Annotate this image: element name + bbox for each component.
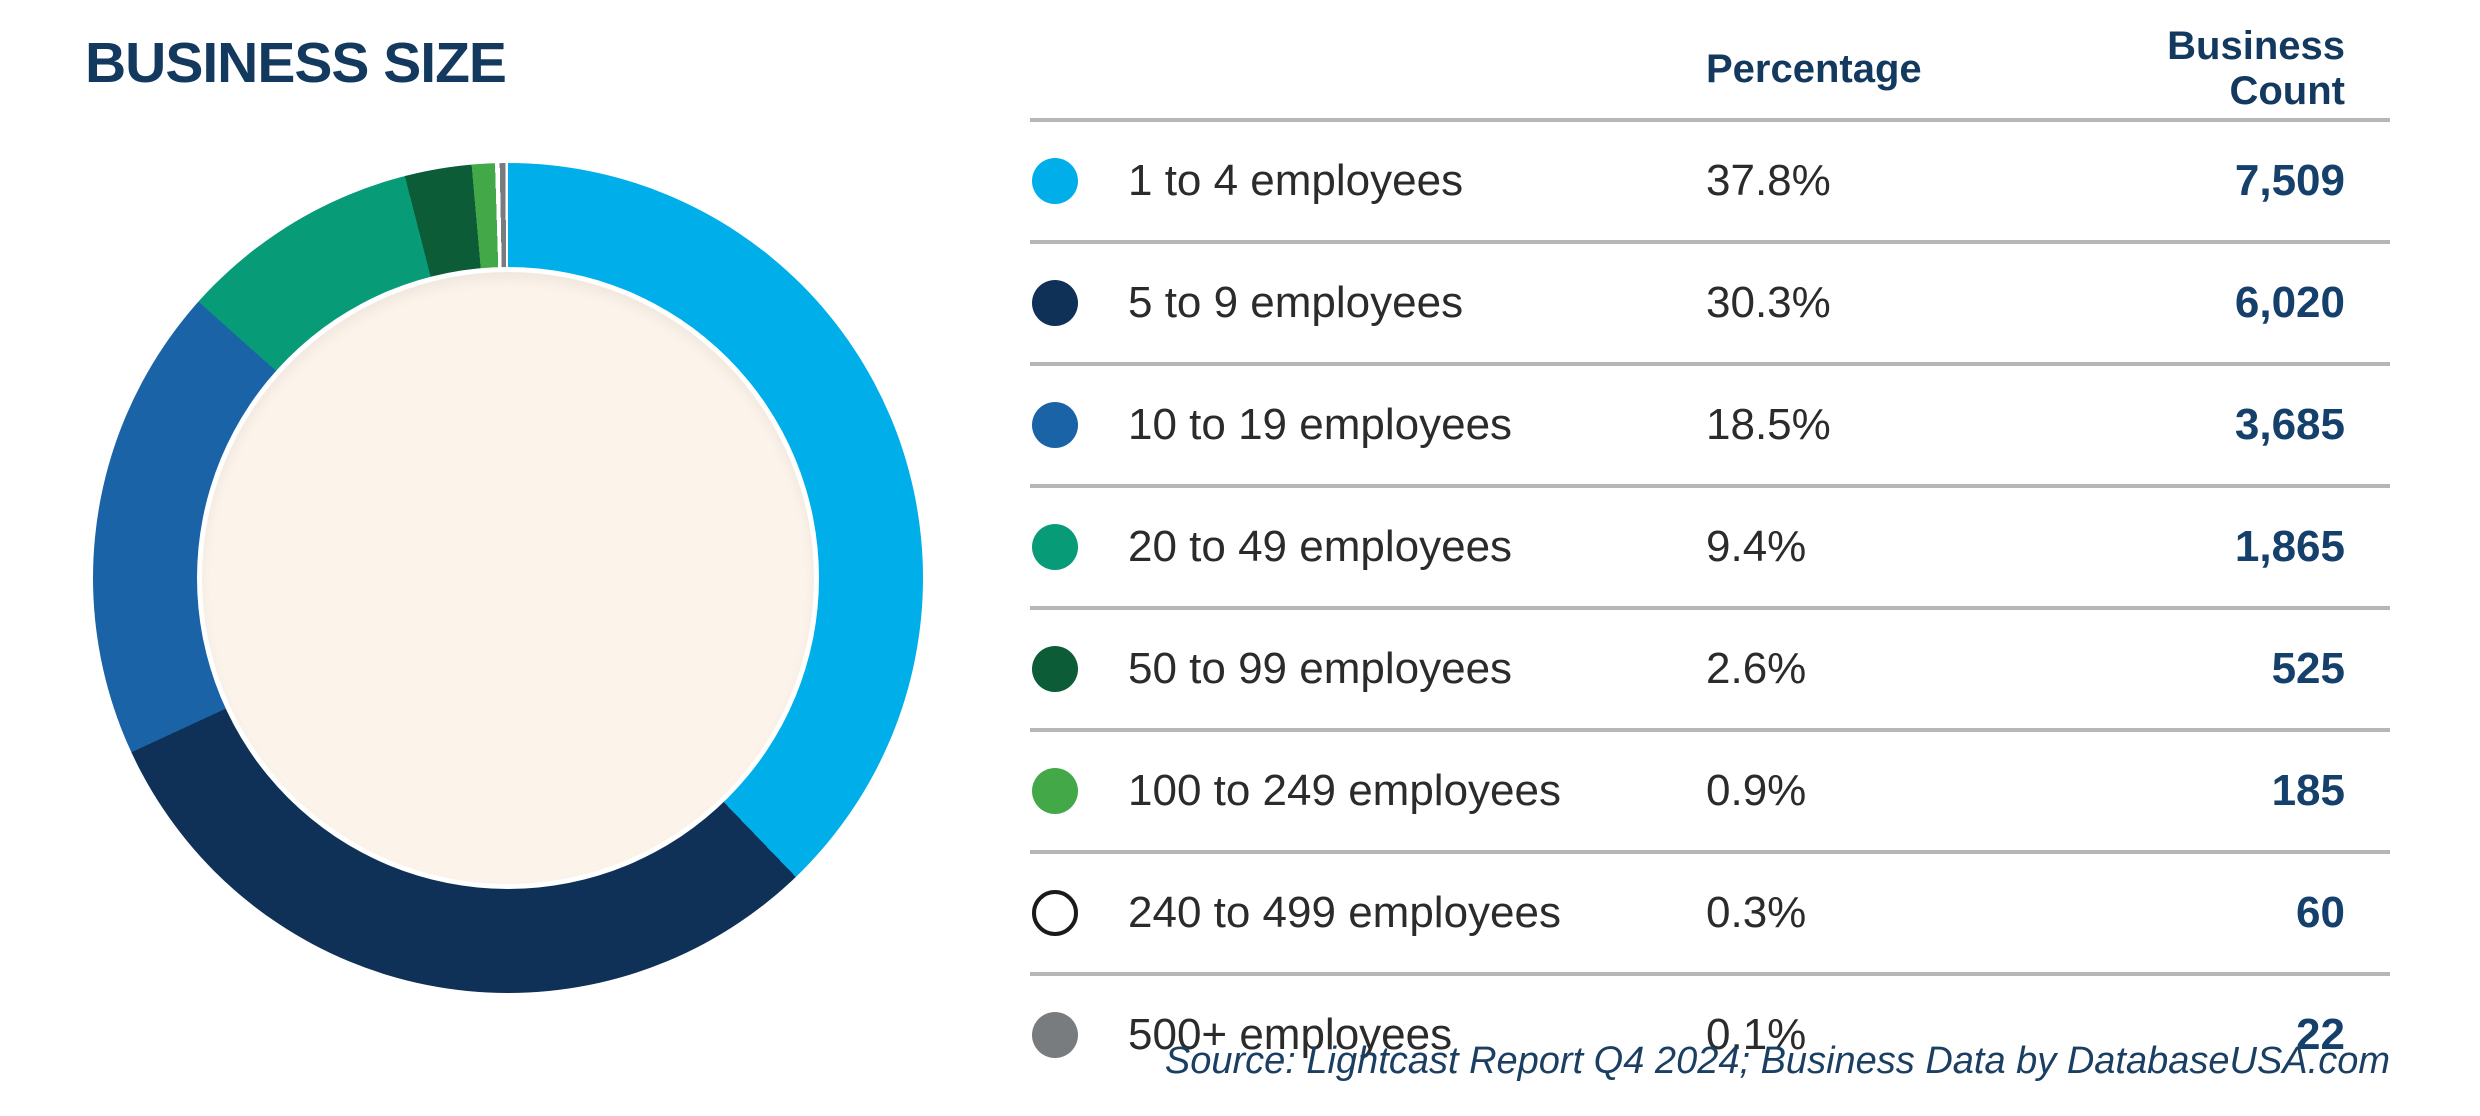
percentage-value: 30.3%: [1706, 278, 1831, 327]
percentage-value: 2.6%: [1706, 644, 1807, 693]
business-count-value: 22: [2296, 1010, 2345, 1059]
legend-dot-cell: [1030, 158, 1128, 204]
legend-row: 5 to 9 employees 30.3% 6,020: [1030, 244, 2390, 366]
legend-dot-cell: [1030, 768, 1128, 814]
business-count-value: 185: [2271, 766, 2345, 815]
legend-dot-icon: [1032, 524, 1078, 570]
legend-row: 20 to 49 employees 9.4% 1,865: [1030, 488, 2390, 610]
percentage-value: 0.9%: [1706, 766, 1807, 815]
legend-dot-icon: [1032, 1012, 1078, 1058]
legend-dot-cell: [1030, 1012, 1128, 1058]
legend-rows: 1 to 4 employees 37.8% 7,509 5 to 9 empl…: [1030, 122, 2390, 1094]
percentage-value: 9.4%: [1706, 522, 1807, 571]
business-count-value: 525: [2271, 644, 2345, 693]
legend-label: 5 to 9 employees: [1128, 278, 1464, 327]
legend-label: 10 to 19 employees: [1128, 400, 1513, 449]
legend-row: 500+ employees 0.1% 22: [1030, 976, 2390, 1094]
legend-dot-icon: [1032, 402, 1078, 448]
legend-row: 100 to 249 employees 0.9% 185: [1030, 732, 2390, 854]
legend-label: 500+ employees: [1128, 1010, 1453, 1059]
percentage-value: 18.5%: [1706, 400, 1831, 449]
business-count-value: 1,865: [2234, 522, 2345, 571]
donut-chart: [93, 163, 923, 993]
legend-dot-cell: [1030, 890, 1128, 936]
legend-dot-icon: [1032, 280, 1078, 326]
legend-row: 10 to 19 employees 18.5% 3,685: [1030, 366, 2390, 488]
legend-dot-icon: [1032, 158, 1078, 204]
legend-dot-icon: [1032, 768, 1078, 814]
percentage-column-header: Percentage: [1706, 46, 1922, 91]
percentage-value: 0.3%: [1706, 888, 1807, 937]
legend-dot-cell: [1030, 524, 1128, 570]
business-count-value: 3,685: [2234, 400, 2345, 449]
legend-dot-cell: [1030, 280, 1128, 326]
legend-label: 240 to 499 employees: [1128, 888, 1561, 937]
legend-row: 240 to 499 employees 0.3% 60: [1030, 854, 2390, 976]
percentage-value: 37.8%: [1706, 156, 1831, 205]
source-note: Source: Lightcast Report Q4 2024; Busine…: [1164, 1040, 2390, 1082]
legend-dot-icon: [1032, 890, 1078, 936]
legend-label: 20 to 49 employees: [1128, 522, 1513, 571]
legend-dot-icon: [1032, 646, 1078, 692]
chart-title: BUSINESS SIZE: [85, 31, 507, 95]
donut-hole: [202, 272, 814, 884]
business-count-value: 60: [2296, 888, 2345, 937]
legend-row: 50 to 99 employees 2.6% 525: [1030, 610, 2390, 732]
legend-label: 50 to 99 employees: [1128, 644, 1513, 693]
legend-dot-cell: [1030, 402, 1128, 448]
business-count-value: 6,020: [2234, 278, 2345, 327]
business-count-value: 7,509: [2234, 156, 2345, 205]
legend-row: 1 to 4 employees 37.8% 7,509: [1030, 122, 2390, 244]
legend-label: 1 to 4 employees: [1128, 156, 1464, 205]
table-header-row: Percentage Business Count: [1030, 20, 2390, 122]
percentage-value: 0.1%: [1706, 1010, 1807, 1059]
legend-table: Percentage Business Count 1 to 4 employe…: [1030, 20, 2390, 1094]
legend-dot-cell: [1030, 646, 1128, 692]
business-count-column-header: Business Count: [2167, 24, 2345, 113]
legend-label: 100 to 249 employees: [1128, 766, 1561, 815]
